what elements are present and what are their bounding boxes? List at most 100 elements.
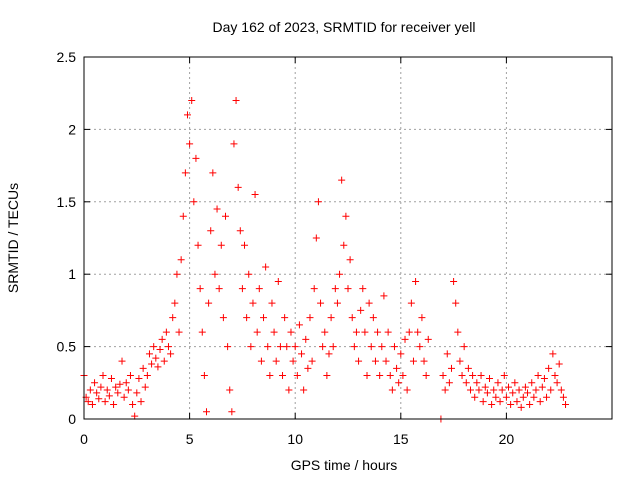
data-point	[361, 328, 369, 336]
data-point	[319, 343, 327, 351]
x-axis-label: GPS time / hours	[291, 457, 398, 473]
data-point	[306, 314, 314, 322]
data-point	[101, 398, 109, 406]
data-point	[380, 292, 388, 300]
data-point	[110, 401, 118, 409]
data-point	[105, 392, 113, 400]
data-point	[559, 393, 567, 401]
data-point	[521, 383, 529, 391]
data-point	[152, 354, 160, 362]
data-point	[156, 345, 164, 353]
data-point	[253, 328, 261, 336]
data-point	[363, 372, 371, 380]
data-point	[357, 306, 365, 314]
data-point	[447, 364, 455, 372]
data-point	[86, 386, 94, 394]
data-point	[234, 183, 242, 191]
data-point	[492, 393, 500, 401]
data-point	[287, 328, 295, 336]
data-point	[279, 372, 287, 380]
data-point	[196, 285, 204, 293]
data-point	[388, 386, 396, 394]
data-point	[247, 343, 255, 351]
data-point	[505, 383, 513, 391]
data-point	[232, 96, 240, 104]
data-point	[224, 343, 232, 351]
data-point	[483, 389, 491, 397]
data-point	[179, 212, 187, 220]
data-point	[114, 389, 122, 397]
data-point	[553, 379, 561, 387]
data-point	[211, 270, 219, 278]
data-point	[555, 360, 563, 368]
data-point	[371, 357, 379, 365]
grid-layer	[84, 57, 612, 419]
data-point	[260, 314, 268, 322]
data-point	[281, 314, 289, 322]
x-tick-label: 10	[287, 431, 303, 447]
data-point	[416, 343, 424, 351]
data-point	[321, 328, 329, 336]
data-point	[405, 328, 413, 336]
data-point	[342, 212, 350, 220]
data-point	[266, 372, 274, 380]
data-point	[479, 398, 487, 406]
data-point	[190, 198, 198, 206]
data-point	[439, 372, 447, 380]
x-tick-label: 15	[393, 431, 409, 447]
data-point	[99, 372, 107, 380]
data-point	[302, 335, 310, 343]
data-point	[549, 350, 557, 358]
data-point	[422, 372, 430, 380]
data-point	[494, 379, 502, 387]
data-point	[376, 372, 384, 380]
data-point	[207, 227, 215, 235]
data-point	[500, 372, 508, 380]
data-point	[213, 205, 221, 213]
data-point	[409, 357, 417, 365]
y-tick-label: 0.5	[57, 339, 77, 355]
data-point	[329, 343, 337, 351]
data-point	[143, 372, 151, 380]
data-point	[407, 299, 415, 307]
data-point	[118, 357, 126, 365]
data-point	[355, 357, 363, 365]
data-point	[84, 398, 92, 406]
data-point	[526, 401, 534, 409]
x-tick-label: 5	[186, 431, 194, 447]
data-point	[257, 357, 265, 365]
data-point	[490, 386, 498, 394]
data-point	[274, 277, 282, 285]
data-point	[186, 140, 194, 148]
data-point	[112, 383, 120, 391]
y-tick-label: 2.5	[57, 49, 77, 65]
data-point	[293, 372, 301, 380]
x-tick-label: 0	[80, 431, 88, 447]
data-point	[393, 364, 401, 372]
data-point	[473, 379, 481, 387]
data-point	[378, 343, 386, 351]
data-point	[116, 380, 124, 388]
data-point	[171, 299, 179, 307]
data-point	[530, 393, 538, 401]
data-point	[397, 350, 405, 358]
data-point	[120, 393, 128, 401]
data-point	[107, 374, 115, 382]
data-point	[194, 241, 202, 249]
data-point	[471, 393, 479, 401]
data-point	[462, 379, 470, 387]
data-point	[238, 285, 246, 293]
data-point	[200, 372, 208, 380]
data-point	[524, 389, 532, 397]
data-point	[384, 328, 392, 336]
data-point	[486, 374, 494, 382]
data-point	[188, 96, 196, 104]
data-point	[441, 386, 449, 394]
data-point	[169, 314, 177, 322]
data-point	[460, 343, 468, 351]
y-tick-label: 0	[68, 411, 76, 427]
data-point	[141, 383, 149, 391]
data-point	[369, 314, 377, 322]
data-point	[528, 379, 536, 387]
data-point	[414, 328, 422, 336]
